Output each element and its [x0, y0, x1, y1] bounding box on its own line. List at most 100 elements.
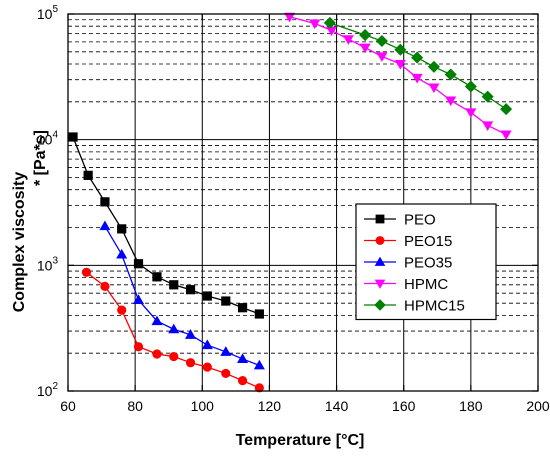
legend-entry: PEO [364, 212, 436, 229]
x-tick-label: 200 [526, 398, 550, 414]
legend: PEO PEO15 PEO35 HPMC HPMC15 [355, 203, 497, 321]
grid-lines [68, 14, 538, 391]
data-point-triangle-up [168, 323, 180, 334]
series-peo [68, 132, 264, 319]
data-point-circle [185, 358, 196, 368]
data-point-triangle-up [201, 339, 213, 350]
data-point-circle [254, 383, 264, 393]
x-tick-label: 100 [191, 398, 215, 414]
data-point-square [254, 309, 264, 319]
legend-entry: HPMC15 [364, 298, 465, 315]
y-axis-unit: * [Pa*s] [32, 130, 49, 186]
data-point-diamond [375, 34, 388, 48]
data-point-triangle-up [185, 329, 197, 339]
data-point-diamond [464, 80, 477, 93]
data-point-circle [81, 267, 92, 277]
y-axis-title-group: Complex viscosity [11, 172, 28, 313]
data-point-triangle-up [116, 248, 128, 259]
series-line [329, 22, 507, 110]
data-point-triangle-up [132, 294, 145, 305]
data-point-circle [117, 305, 127, 315]
data-point-square [152, 272, 162, 282]
data-point-diamond [323, 16, 336, 29]
x-axis-title: Temperature [°C] [236, 432, 365, 449]
series-peo15 [81, 267, 264, 393]
legend-entry: PEO35 [364, 255, 452, 272]
data-point-triangle-down [374, 279, 386, 289]
data-point-triangle-up [374, 256, 386, 266]
data-point-diamond [394, 43, 407, 56]
data-point-triangle-down [482, 121, 494, 131]
data-point-square [83, 170, 93, 180]
data-point-circle [375, 236, 385, 245]
legend-entry: PEO15 [364, 233, 452, 250]
data-point-triangle-down [394, 59, 406, 70]
data-point-circle [100, 281, 110, 291]
y-tick-exponent: 4 [52, 130, 58, 141]
data-point-triangle-up [253, 359, 265, 370]
data-point-triangle-down [428, 83, 440, 94]
legend-label: HPMC15 [404, 298, 465, 315]
data-point-circle [152, 349, 162, 359]
legend-entry: HPMC [364, 276, 448, 293]
data-point-diamond [481, 90, 494, 103]
data-point-circle [221, 368, 231, 379]
data-point-triangle-up [237, 353, 249, 363]
data-point-square [68, 132, 78, 142]
data-point-triangle-down [284, 12, 296, 23]
data-point-triangle-up [220, 346, 232, 356]
data-point-triangle-down [445, 96, 457, 107]
data-point-circle [202, 362, 212, 372]
data-point-triangle-down [500, 130, 512, 141]
series-hpmc [284, 12, 512, 141]
y-tick-exponent: 3 [52, 255, 58, 266]
data-point-square [133, 259, 144, 269]
data-point-triangle-down [342, 35, 354, 45]
y-axis-title: Complex viscosity [11, 172, 28, 313]
data-point-circle [133, 342, 144, 352]
data-point-triangle-down [411, 73, 423, 84]
data-point-triangle-down [309, 19, 321, 30]
data-point-diamond [444, 68, 457, 81]
data-point-diamond [374, 299, 386, 311]
data-point-square [202, 291, 212, 301]
data-point-square [185, 285, 196, 295]
data-point-square [375, 214, 385, 224]
plot-frame [67, 13, 539, 392]
data-point-diamond [500, 103, 513, 116]
series-hpmc15 [323, 16, 513, 116]
data-point-triangle-down [465, 108, 477, 118]
x-tick-label: 60 [60, 398, 76, 414]
data-point-triangle-up [151, 315, 163, 326]
data-point-square [237, 303, 248, 313]
x-tick-label: 160 [392, 398, 416, 414]
data-point-triangle-up [99, 220, 111, 231]
data-point-square [117, 224, 127, 234]
data-point-triangle-down [359, 43, 371, 54]
x-tick-label: 120 [258, 398, 282, 414]
data-point-diamond [359, 29, 372, 42]
x-tick-label: 140 [325, 398, 349, 414]
series-line [104, 225, 260, 366]
data-point-circle [169, 351, 179, 362]
x-tick-label: 180 [459, 398, 483, 414]
data-point-diamond [411, 51, 424, 64]
series-layer [68, 12, 513, 393]
legend-label: PEO [404, 212, 436, 229]
data-point-square [100, 197, 110, 207]
legend-label: PEO35 [404, 255, 452, 272]
series-peo35 [99, 220, 265, 370]
y-tick-exponent: 5 [52, 4, 58, 15]
data-point-circle [237, 375, 248, 386]
data-point-square [221, 296, 231, 306]
y-axis-unit-group: * [Pa*s] [32, 130, 49, 186]
y-tick-exponent: 2 [52, 381, 58, 392]
data-point-square [169, 280, 179, 290]
x-tick-label: 80 [127, 398, 143, 414]
legend-label: HPMC [404, 276, 448, 293]
data-point-diamond [427, 60, 440, 73]
data-point-triangle-down [376, 52, 388, 63]
legend-label: PEO15 [404, 233, 452, 250]
